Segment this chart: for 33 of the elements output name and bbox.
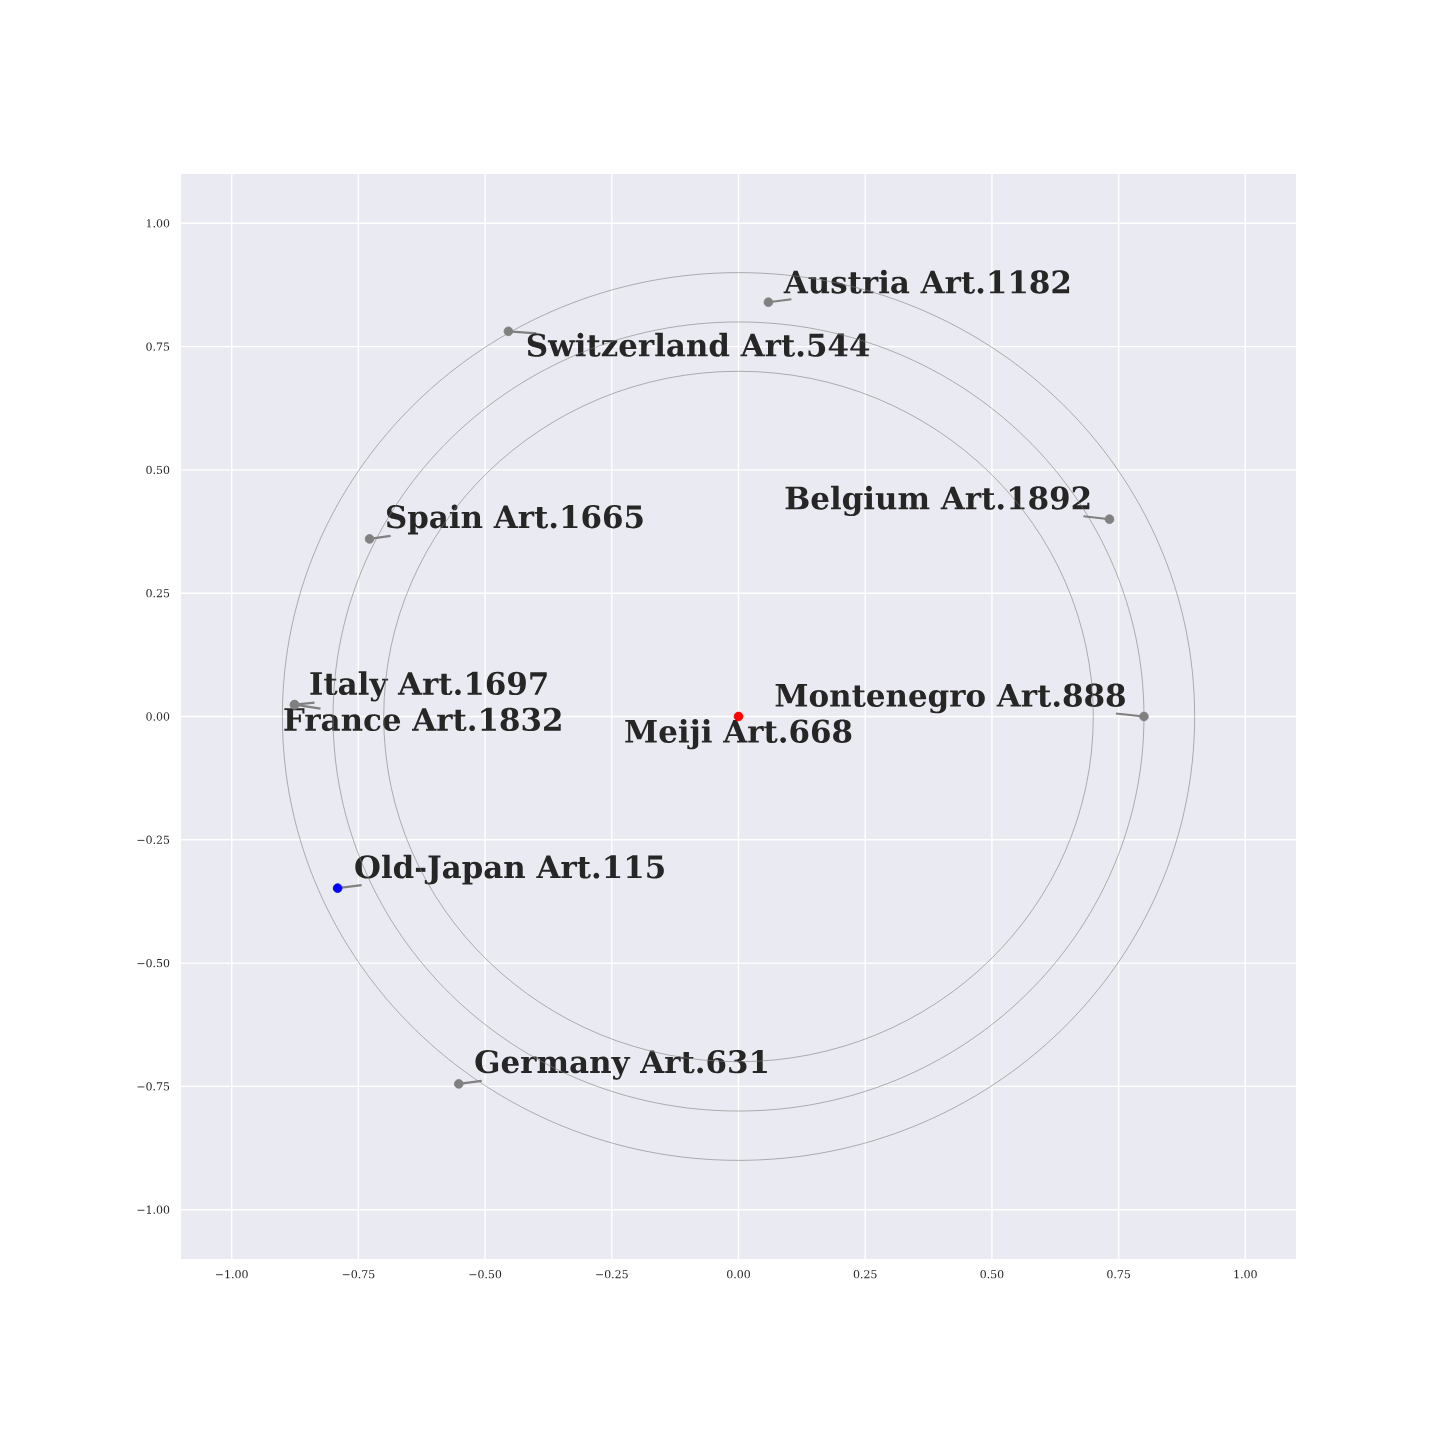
x-tick-label: 1.00 xyxy=(1234,1270,1257,1279)
y-tick-label: −1.00 xyxy=(137,1205,170,1214)
y-tick-label: −0.25 xyxy=(137,835,170,844)
annotation: France Art.1832 xyxy=(284,707,561,732)
x-tick-label: 0.50 xyxy=(980,1270,1004,1279)
annotation: Meiji Art.668 xyxy=(625,719,852,750)
x-tick-label: 0.00 xyxy=(727,1270,750,1279)
y-tick-label: 0.25 xyxy=(146,589,170,598)
y-tick-label: 0.50 xyxy=(146,465,170,475)
point xyxy=(763,297,774,307)
y-tick-label: −0.50 xyxy=(137,958,170,968)
x-tick-label: −0.75 xyxy=(342,1270,375,1279)
point xyxy=(364,534,375,544)
y-tick-label: 1.00 xyxy=(146,219,170,228)
annotation: Italy Art.1697 xyxy=(310,671,547,702)
annotation: Germany Art.631 xyxy=(475,1050,767,1080)
x-tick-label: −0.50 xyxy=(469,1270,502,1279)
annotation: Switzerland Art.544 xyxy=(527,332,870,357)
annotation: Spain Art.1665 xyxy=(386,504,643,535)
annotation: Belgium Art.1892 xyxy=(785,485,1090,517)
x-tick-label: −0.25 xyxy=(596,1270,628,1279)
y-tick-label: −0.75 xyxy=(137,1082,170,1091)
x-tick-label: 0.25 xyxy=(853,1270,877,1279)
annotation: Old-Japan Art.115 xyxy=(355,854,664,885)
point xyxy=(332,883,343,893)
y-tick-label: 0.00 xyxy=(146,712,170,721)
x-tick-label: 0.75 xyxy=(1107,1270,1130,1279)
y-tick-label: 0.75 xyxy=(146,342,170,351)
point xyxy=(1104,514,1115,524)
point xyxy=(453,1079,464,1089)
annotation: Austria Art.1182 xyxy=(783,269,1070,294)
x-tick-label: −1.00 xyxy=(216,1270,248,1279)
annotation: Montenegro Art.888 xyxy=(775,683,1125,714)
